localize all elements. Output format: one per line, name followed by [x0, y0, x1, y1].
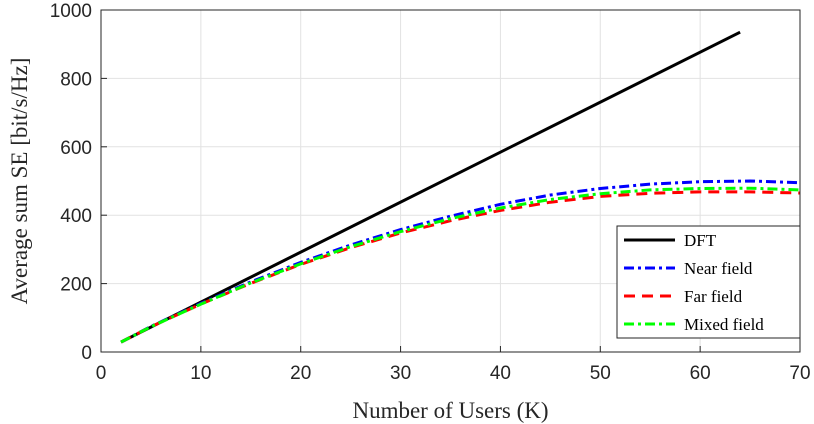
- y-tick-label: 600: [60, 138, 92, 159]
- x-tick-label: 0: [96, 363, 107, 384]
- x-tick-label: 30: [390, 363, 411, 384]
- x-tick-label: 60: [690, 363, 711, 384]
- legend-label-2: Far field: [684, 287, 743, 306]
- x-axis-label: Number of Users (K): [352, 398, 548, 423]
- x-tick-label: 40: [490, 363, 511, 384]
- series-line-2: [120, 190, 801, 344]
- plot-frame: [100, 9, 801, 353]
- legend-label-1: Near field: [684, 259, 753, 278]
- y-tick-label: 800: [60, 69, 92, 90]
- tick-labels: 0 10 20 30 40 50 60 70 0 200 400 600 800 1000: [50, 1, 811, 384]
- x-tick-label: 10: [190, 363, 211, 384]
- x-tick-label: 70: [789, 363, 810, 384]
- series-line-3: [120, 186, 801, 344]
- y-tick-label: 400: [60, 206, 92, 227]
- legend-label-3: Mixed field: [684, 315, 764, 334]
- series-line-0: [120, 30, 741, 344]
- legend-label-0: DFT: [684, 231, 717, 250]
- y-tick-label: 200: [60, 275, 92, 296]
- legend-box: [616, 225, 801, 339]
- x-tick-label: 50: [590, 363, 611, 384]
- y-tick-label: 0: [81, 343, 92, 364]
- series-lines: [120, 30, 801, 344]
- y-axis-label: Average sum SE [bit/s/Hz]: [7, 58, 32, 305]
- y-tick-label: 1000: [50, 1, 92, 22]
- x-tick-label: 20: [290, 363, 311, 384]
- legend: DFT Near field Far field Mixed field: [616, 225, 801, 339]
